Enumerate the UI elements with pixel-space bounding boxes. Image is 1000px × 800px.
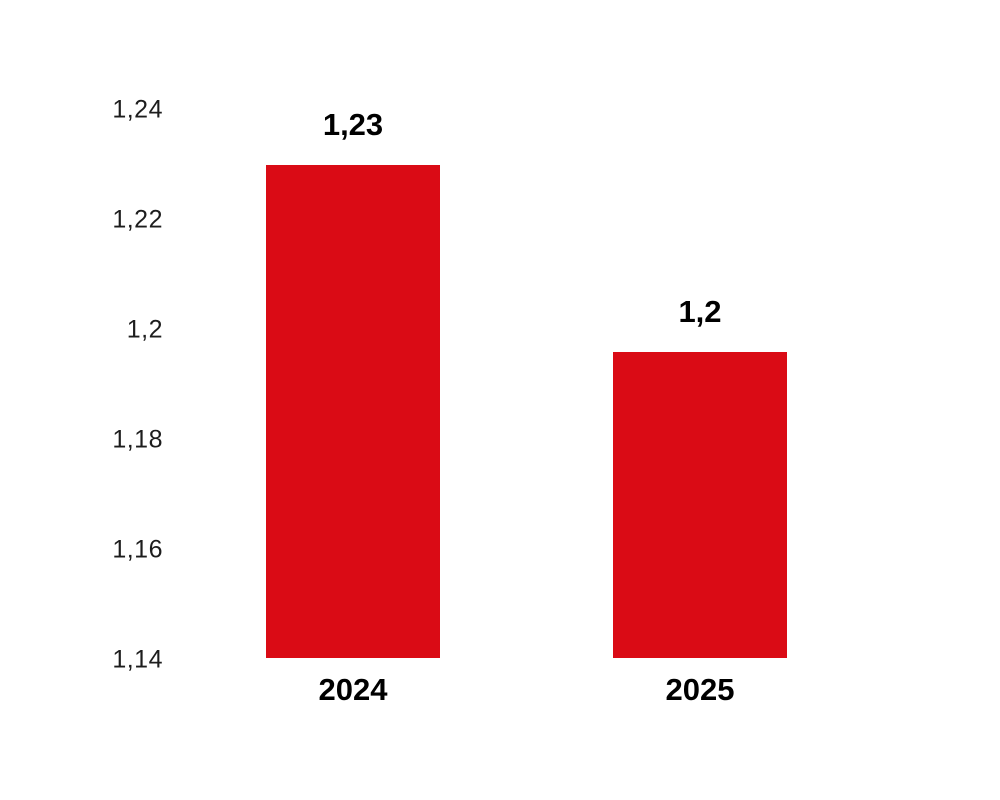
y-axis-tick-label: 1,2	[126, 315, 163, 344]
y-axis-tick-label: 1,24	[112, 95, 163, 124]
y-axis-tick-label: 1,22	[112, 205, 163, 234]
category-label-2024: 2024	[318, 672, 388, 707]
bar-2024	[266, 165, 440, 658]
y-axis-tick-label: 1,14	[112, 645, 163, 674]
y-axis-tick-label: 1,16	[112, 535, 163, 564]
bar-2025	[613, 352, 787, 658]
y-axis-tick-label: 1,18	[112, 425, 163, 454]
bar-value-label: 1,23	[322, 107, 384, 142]
category-label-2025: 2025	[665, 672, 735, 707]
bar-value-label: 1,2	[678, 294, 722, 329]
